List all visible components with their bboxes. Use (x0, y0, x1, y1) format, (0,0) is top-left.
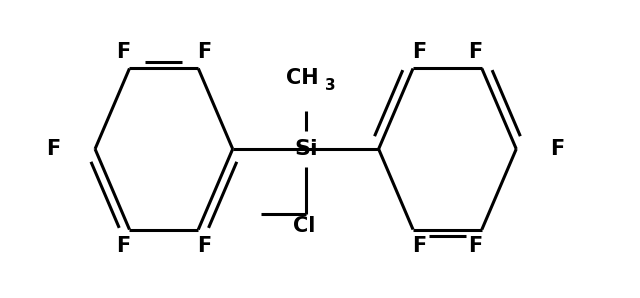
Text: Si: Si (294, 139, 318, 159)
Text: F: F (412, 236, 426, 256)
Text: F: F (198, 42, 212, 62)
Text: F: F (412, 42, 426, 62)
Text: CH: CH (287, 68, 319, 88)
Text: 3: 3 (325, 78, 335, 93)
Text: F: F (116, 236, 130, 256)
Text: F: F (198, 236, 212, 256)
Text: F: F (116, 42, 130, 62)
Text: F: F (468, 236, 483, 256)
Text: Cl: Cl (293, 216, 316, 236)
Text: F: F (468, 42, 483, 62)
Text: F: F (550, 139, 565, 159)
Text: F: F (47, 139, 61, 159)
